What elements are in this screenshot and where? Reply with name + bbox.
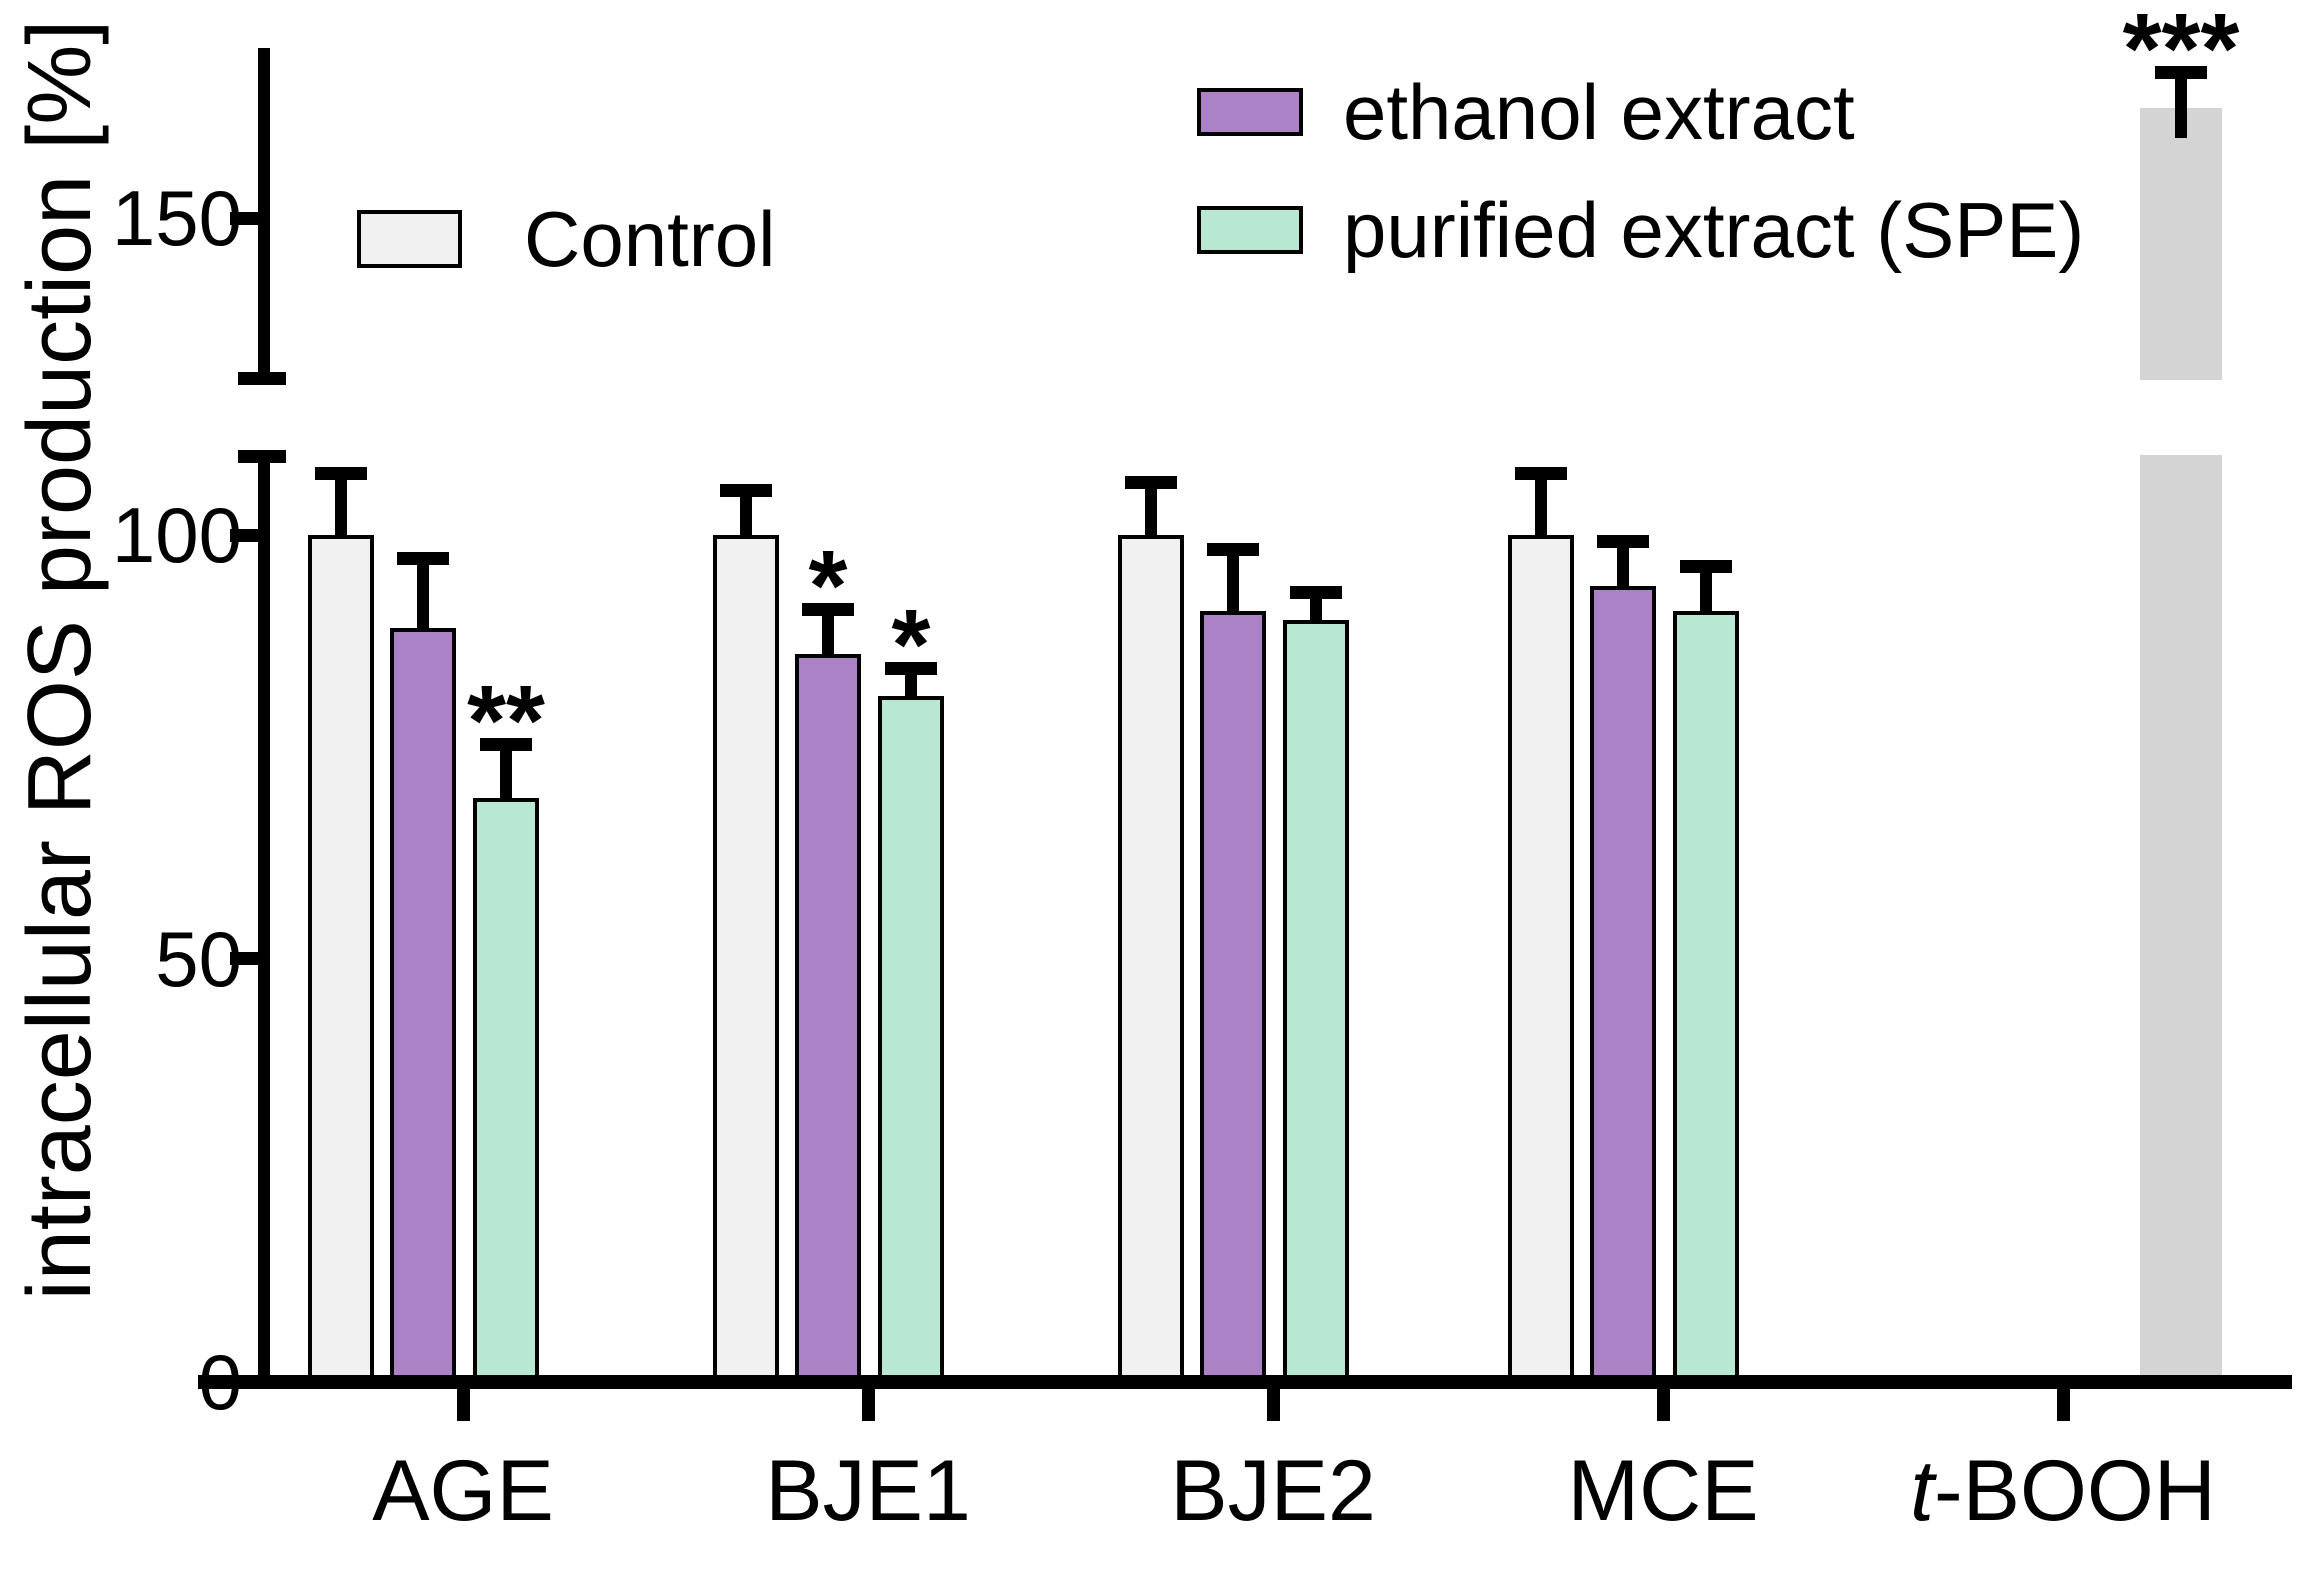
bar-AGE-Control (308, 535, 374, 1379)
error-bar-cap (885, 662, 937, 676)
y-axis-tick-label: 100 (111, 491, 242, 579)
error-bar-cap (1125, 475, 1177, 489)
y-axis-tick-label: 0 (198, 1338, 242, 1426)
bar-BJE2-ethanol extract (1200, 611, 1266, 1379)
x-axis-tick (1656, 1389, 1670, 1421)
legend-label-purified-extract: purified extract (SPE) (1343, 186, 2085, 274)
legend-item-ethanol-extract: ethanol extract (1197, 73, 1855, 151)
legend-item-purified-extract: purified extract (SPE) (1197, 191, 2084, 269)
bar-BJE1-Control (713, 535, 779, 1379)
significance-marker: *** (2122, 0, 2240, 105)
error-bar-line (417, 551, 429, 631)
significance-marker: * (891, 589, 931, 702)
bar-AGE-purified extract (SPE) (473, 797, 539, 1379)
bar-MCE-purified extract (SPE) (1673, 611, 1739, 1379)
y-axis-tick (230, 952, 258, 965)
y-axis-lower-spine (258, 450, 270, 1379)
error-bar-line (500, 738, 512, 800)
error-bar-cap (315, 467, 367, 481)
error-bar-line (822, 602, 834, 656)
significance-marker: ** (467, 665, 545, 778)
error-bar-line (1145, 475, 1157, 537)
x-axis-category-label: MCE (1567, 1443, 1759, 1539)
axis-break-upper-cap (238, 372, 286, 385)
error-bar-line (2175, 65, 2187, 138)
x-axis-tick (2056, 1389, 2070, 1421)
bar-BJE1-ethanol extract (795, 653, 861, 1379)
bar-BJE2-purified extract (SPE) (1283, 619, 1349, 1379)
bar-t-BOOH-t-BOOH (2140, 455, 2222, 1379)
error-bar-line (335, 467, 347, 537)
y-axis-upper-spine (258, 48, 270, 385)
error-bar-cap (1290, 585, 1342, 599)
error-bar-line (740, 484, 752, 537)
error-bar-cap (1207, 543, 1259, 557)
bar-t-BOOH-t-BOOH (2140, 107, 2222, 380)
legend-label-ethanol-extract: ethanol extract (1343, 68, 1855, 156)
significance-marker: * (808, 529, 848, 642)
bar-MCE-ethanol extract (1590, 585, 1656, 1379)
error-bar-line (1535, 467, 1547, 537)
error-bar-cap (1515, 467, 1567, 481)
x-axis-category-label: BJE1 (765, 1443, 971, 1539)
legend-swatch-purified-extract (1197, 206, 1303, 254)
y-axis-tick-label: 150 (111, 174, 242, 262)
bar-AGE-ethanol extract (390, 628, 456, 1379)
x-axis-category-label: AGE (372, 1443, 554, 1539)
y-axis-tick-label: 50 (155, 914, 242, 1003)
x-axis-category-label: BJE2 (1170, 1443, 1376, 1539)
bar-BJE2-Control (1118, 535, 1184, 1379)
bar-MCE-Control (1508, 535, 1574, 1379)
legend-label-control: Control (524, 195, 776, 283)
error-bar-cap (1597, 535, 1649, 548)
error-bar-cap (2155, 65, 2207, 79)
error-bar-cap (397, 551, 449, 565)
x-axis-line (198, 1375, 2292, 1389)
error-bar-line (1617, 535, 1629, 588)
x-axis-tick (1266, 1389, 1280, 1421)
error-bar-cap (480, 738, 532, 752)
legend-item-control: Control (357, 200, 775, 278)
error-bar-line (1700, 560, 1712, 614)
error-bar-cap (1680, 560, 1732, 574)
y-axis-tick (230, 528, 258, 542)
bar-BJE1-purified extract (SPE) (878, 695, 944, 1379)
axis-break-lower-cap (238, 450, 286, 463)
x-axis-tick (456, 1389, 470, 1421)
legend-swatch-control (357, 210, 462, 268)
x-axis-tick (861, 1389, 875, 1421)
legend-swatch-ethanol-extract (1197, 88, 1303, 136)
x-axis-category-label: t-BOOH (1910, 1443, 2216, 1539)
error-bar-cap (720, 484, 772, 498)
y-axis-tick (230, 211, 258, 225)
error-bar-cap (802, 602, 854, 616)
error-bar-line (1227, 543, 1239, 614)
